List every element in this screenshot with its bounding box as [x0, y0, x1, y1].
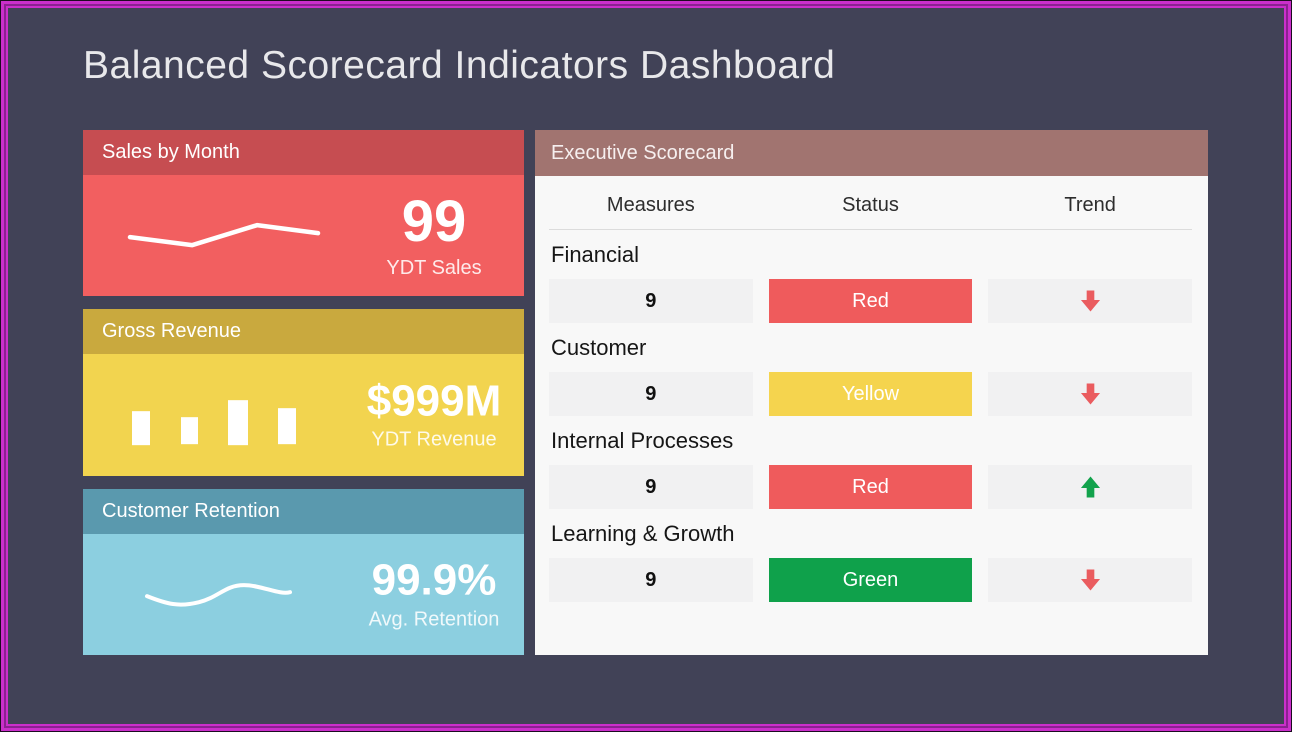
column-header-status: Status — [842, 194, 899, 216]
header-divider — [549, 229, 1192, 230]
scorecard-row: 9 Red — [549, 279, 1192, 323]
scorecard-section-internal-processes: Internal Processes 9 Red — [549, 428, 1192, 509]
status-badge: Red — [768, 465, 973, 509]
scorecard-category-label: Internal Processes — [551, 428, 734, 453]
trend-cell — [988, 279, 1192, 323]
kpi-card-title: Gross Revenue — [102, 320, 241, 343]
kpi-value: 99.9% — [371, 555, 497, 605]
kpi-label: YDT Sales — [386, 256, 482, 279]
scorecard-row: 9 Red — [549, 465, 1192, 509]
scorecard-section-learning-growth: Learning & Growth 9 Green — [549, 521, 1192, 602]
kpi-label: Avg. Retention — [368, 607, 500, 630]
status-badge: Red — [768, 279, 973, 323]
measure-cell: 9 — [549, 558, 753, 602]
measure-cell: 9 — [549, 465, 753, 509]
kpi-mini-chart — [132, 400, 296, 446]
kpi-card-title: Customer Retention — [102, 499, 280, 522]
scorecard-row: 9 Yellow — [549, 372, 1192, 416]
kpi-value: 99 — [401, 188, 467, 254]
status-badge: Yellow — [768, 372, 973, 416]
kpi-card-body: $999M YDT Revenue — [83, 354, 524, 475]
kpi-cards-column: Sales by Month 99 YDT Sales Gross Revenu… — [83, 130, 524, 655]
kpi-mini-chart — [145, 582, 292, 607]
trend-down-icon — [1080, 569, 1100, 591]
status-badge: Green — [768, 558, 973, 602]
column-header-trend: Trend — [1064, 194, 1116, 216]
kpi-block: 99 YDT Sales — [348, 188, 520, 280]
kpi-value: $999M — [366, 376, 502, 426]
page-title: Balanced Scorecard Indicators Dashboard — [83, 44, 836, 87]
scorecard-category-label: Financial — [551, 242, 640, 267]
scorecard-title: Executive Scorecard — [551, 141, 735, 164]
kpi-mini-chart — [127, 222, 321, 248]
scorecard-category-label: Customer — [551, 335, 647, 360]
kpi-block: 99.9% Avg. Retention — [348, 555, 520, 631]
measure-cell: 9 — [549, 279, 753, 323]
kpi-card-customer-retention: Customer Retention 99.9% Avg. Retention — [83, 488, 524, 655]
kpi-card-sales-by-month: Sales by Month 99 YDT Sales — [83, 130, 524, 297]
kpi-block: $999M YDT Revenue — [348, 378, 520, 451]
scorecard-section-customer: Customer 9 Yellow — [549, 335, 1192, 416]
executive-scorecard-panel: Executive Scorecard Measures Status Trend … — [535, 130, 1208, 655]
measure-cell: 9 — [549, 372, 753, 416]
trend-down-icon — [1080, 383, 1100, 405]
kpi-card-header: Gross Revenue — [83, 309, 524, 355]
kpi-card-body: 99.9% Avg. Retention — [83, 534, 524, 655]
scorecard-sections: Financial 9 Red Customer 9 Yellow Intern… — [549, 230, 1192, 608]
scorecard-category-label: Learning & Growth — [551, 521, 735, 546]
slide-background: Balanced Scorecard Indicators Dashboard … — [6, 6, 1286, 726]
trend-cell — [988, 465, 1192, 509]
kpi-card-title: Sales by Month — [102, 141, 240, 163]
scorecard-column-headers: Measures Status Trend — [549, 188, 1192, 229]
frame-purple-border: Balanced Scorecard Indicators Dashboard … — [4, 4, 1288, 728]
kpi-card-header: Customer Retention — [83, 488, 524, 534]
scorecard-section-financial: Financial 9 Red — [549, 242, 1192, 323]
trend-up-icon — [1080, 476, 1100, 498]
column-header-measures: Measures — [606, 194, 695, 216]
trend-cell — [988, 372, 1192, 416]
kpi-card-header: Sales by Month — [83, 130, 524, 175]
kpi-card-body: 99 YDT Sales — [83, 175, 524, 296]
kpi-card-gross-revenue: Gross Revenue $999M YDT Revenue — [83, 309, 524, 476]
scorecard-row: 9 Green — [549, 558, 1192, 602]
scorecard-body: Measures Status Trend Financial 9 Red Cust… — [535, 176, 1208, 655]
dashboard-content: Sales by Month 99 YDT Sales Gross Revenu… — [83, 130, 1208, 655]
scorecard-header: Executive Scorecard — [535, 130, 1208, 176]
trend-cell — [988, 558, 1192, 602]
trend-down-icon — [1080, 290, 1100, 312]
kpi-label: YDT Revenue — [371, 428, 497, 451]
